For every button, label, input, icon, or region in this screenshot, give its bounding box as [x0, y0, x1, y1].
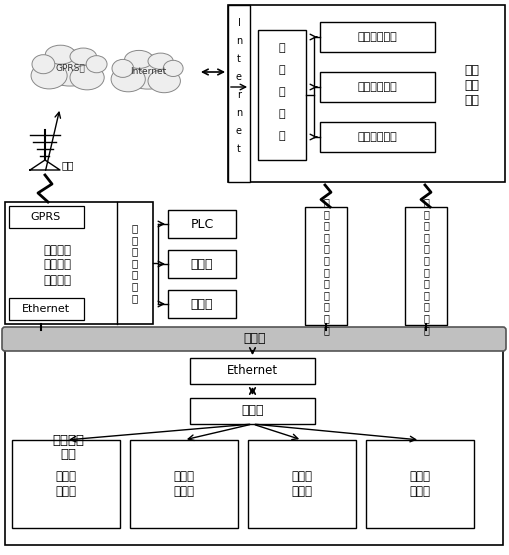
Text: 工艺参
数管理: 工艺参 数管理: [55, 470, 76, 498]
Text: 务: 务: [278, 109, 285, 119]
Bar: [5, 350, 502, 545]
Bar: [167, 290, 236, 318]
Text: PLC: PLC: [190, 218, 213, 230]
Ellipse shape: [163, 60, 183, 77]
Text: 设备运
动控制: 设备运 动控制: [409, 470, 430, 498]
Text: 系统状
态监控: 系统状 态监控: [291, 470, 312, 498]
Ellipse shape: [148, 53, 173, 69]
Bar: [190, 358, 315, 384]
Text: 装备管理模块: 装备管理模块: [357, 132, 397, 142]
Bar: [228, 5, 504, 182]
Text: GPRS: GPRS: [31, 212, 61, 222]
Text: 服: 服: [278, 87, 285, 97]
Text: 嵌
入
式
智
能
监
控
与
维
护
单
元: 嵌 入 式 智 能 监 控 与 维 护 单 元: [322, 197, 328, 335]
Bar: [130, 440, 238, 528]
Text: t: t: [237, 144, 240, 154]
Text: 基站: 基站: [62, 160, 74, 170]
Bar: [167, 210, 236, 238]
Ellipse shape: [32, 55, 54, 74]
Bar: [12, 440, 120, 528]
Text: 工控机: 工控机: [241, 405, 263, 417]
Text: e: e: [236, 72, 242, 82]
Text: n: n: [235, 36, 242, 46]
FancyBboxPatch shape: [2, 327, 505, 351]
Bar: [319, 122, 434, 152]
Text: 嵌
入
式
智
能
监
控
与
维
护
单
元: 嵌 入 式 智 能 监 控 与 维 护 单 元: [422, 197, 428, 335]
Bar: [304, 207, 346, 325]
Text: 系统状态监控: 系统状态监控: [357, 32, 397, 42]
Text: 以太网: 以太网: [243, 332, 266, 346]
Ellipse shape: [86, 56, 107, 73]
Text: 传感器: 传感器: [190, 258, 213, 270]
Ellipse shape: [31, 62, 67, 89]
Bar: [190, 398, 315, 424]
Bar: [5, 202, 153, 324]
Bar: [404, 207, 446, 325]
Text: 系统数
据采集: 系统数 据采集: [173, 470, 194, 498]
Text: GPRS网: GPRS网: [55, 63, 84, 73]
Text: 远程
维护
中心: 远程 维护 中心: [464, 64, 478, 107]
Text: e: e: [236, 126, 242, 136]
Text: 程: 程: [278, 65, 285, 75]
Text: t: t: [237, 54, 240, 64]
Text: 装备故障诊断: 装备故障诊断: [357, 82, 397, 92]
Ellipse shape: [41, 50, 98, 86]
Text: 远: 远: [278, 43, 285, 53]
Bar: [319, 72, 434, 102]
Text: 本地监控
中心: 本地监控 中心: [52, 433, 84, 462]
Ellipse shape: [70, 65, 104, 90]
Text: I: I: [237, 18, 240, 28]
Text: n: n: [235, 108, 242, 118]
Bar: [228, 5, 249, 182]
Text: Ethernet: Ethernet: [227, 365, 277, 377]
Text: Ethernet: Ethernet: [22, 304, 70, 314]
Text: 器: 器: [278, 131, 285, 141]
Text: Internet: Internet: [130, 68, 166, 77]
Bar: [365, 440, 473, 528]
Ellipse shape: [148, 69, 180, 93]
Ellipse shape: [121, 55, 175, 89]
Ellipse shape: [124, 51, 153, 68]
Bar: [167, 250, 236, 278]
Text: 数
据
采
集
与
处
理: 数 据 采 集 与 处 理: [132, 223, 138, 303]
Bar: [9, 298, 84, 320]
Ellipse shape: [70, 48, 96, 65]
Bar: [319, 22, 434, 52]
Ellipse shape: [111, 67, 145, 92]
Text: 嵌入式智
能监控与
维护单元: 嵌入式智 能监控与 维护单元: [43, 244, 71, 286]
Bar: [9, 206, 84, 228]
Bar: [258, 30, 305, 160]
Ellipse shape: [112, 59, 133, 77]
Ellipse shape: [45, 45, 75, 64]
Text: r: r: [237, 90, 241, 100]
Text: 摄像头: 摄像头: [190, 297, 213, 310]
Bar: [247, 440, 355, 528]
